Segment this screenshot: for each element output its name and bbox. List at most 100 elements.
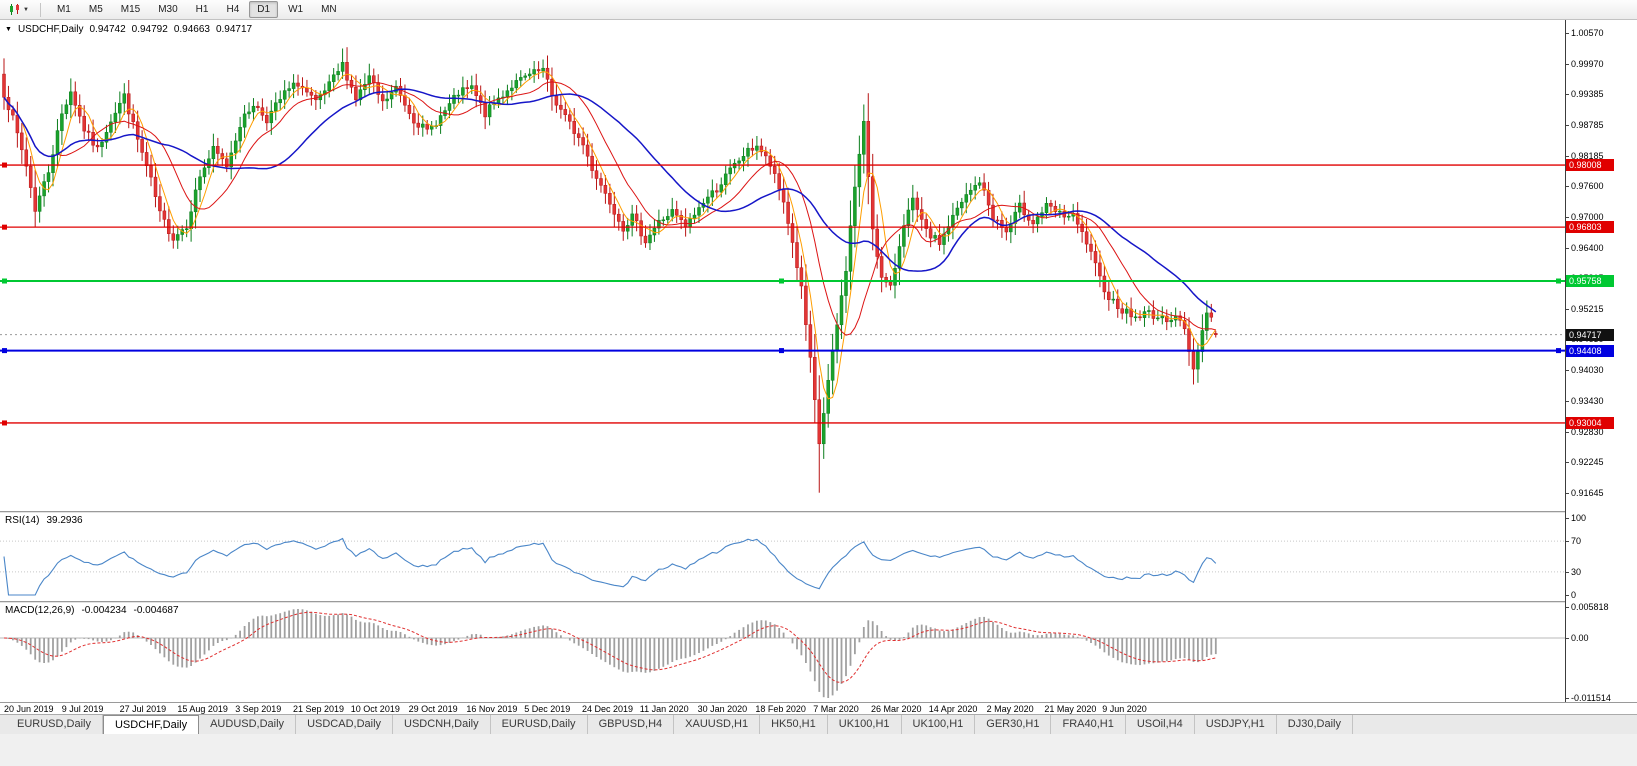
rsi-axis-label: 30 [1565,567,1582,577]
chart-tab-dj30-daily[interactable]: DJ30,Daily [1277,715,1353,734]
date-axis-label: 24 Dec 2019 [582,704,634,714]
macd-histogram [7,609,1217,698]
chart-tab-eurusd-daily[interactable]: EURUSD,Daily [491,715,588,734]
price-axis-label: 0.97000 [1566,212,1604,222]
timeframe-button-mn[interactable]: MN [321,4,337,15]
chart-tab-audusd-daily[interactable]: AUDUSD,Daily [199,715,297,734]
chart-tab-usdcad-daily[interactable]: USDCAD,Daily [296,715,394,734]
panel-splitter[interactable] [0,511,1637,513]
price-axis-label: 0.92245 [1566,457,1604,468]
line-handle[interactable] [779,278,784,284]
low-value: 0.94663 [173,24,210,35]
chart-tab-usdjpy-h1[interactable]: USDJPY,H1 [1195,715,1277,734]
price-axis-label: 0.99385 [1566,89,1604,100]
price-level-tag: 0.94408 [1566,344,1614,357]
chart-tab-usoil-h4[interactable]: USOil,H4 [1126,715,1195,734]
timeframe-button-m5[interactable]: M5 [88,4,103,15]
high-value: 0.94792 [131,24,168,35]
date-axis-label: 16 Nov 2019 [466,704,518,714]
chart-tab-usdchf-daily[interactable]: USDCHF,Daily [102,715,200,734]
timeframe-buttons: M1 M5 M15 M30 H1 H4 D1 W1 MN [48,1,346,18]
symbol-label: USDCHF,Daily [17,24,84,35]
macd-axis-label: 0.005818 [1566,602,1609,612]
macd-chart [0,609,1565,698]
chart-title: ▼ USDCHF,Daily 0.94742 0.94792 0.94663 0… [5,24,252,35]
toolbar-separator [39,2,41,17]
timeframe-button-m30[interactable]: M30 [158,4,178,15]
price-axis-label: 0.92830 [1566,426,1604,437]
chart-tab-xauusd-h1[interactable]: XAUUSD,H1 [674,715,761,734]
date-axis-label: 5 Dec 2019 [524,704,571,714]
rsi-label: RSI(14) 39.2936 [5,515,83,526]
rsi-chart [0,537,1565,596]
timeframe-toolbar: ▼ M1 M5 M15 M30 H1 H4 D1 W1 MN [0,0,1637,20]
timeframe-button-h4[interactable]: H4 [226,4,240,15]
date-axis-label: 3 Sep 2019 [235,704,282,714]
chart-tab-uk100-h1[interactable]: UK100,H1 [902,715,976,734]
price-level-tag: 0.93004 [1566,416,1614,429]
date-axis-label: 2 May 2020 [986,704,1034,714]
chart-tab-usdcnh-daily[interactable]: USDCNH,Daily [393,715,491,734]
macd-axis-label: -0.011514 [1566,693,1611,703]
timeframe-button-d1[interactable]: D1 [249,1,279,18]
timeframe-button-h1[interactable]: H1 [195,4,209,15]
candlestick-chart[interactable] [0,20,1565,511]
rsi-axis-label: 70 [1565,536,1582,546]
timeframe-button-m1[interactable]: M1 [56,4,71,15]
panel-splitter[interactable] [0,601,1637,603]
macd-main-value: -0.004234 [81,605,127,616]
line-handle[interactable] [1556,278,1561,284]
window-bottom-area [0,734,1637,766]
date-axis-label: 21 Sep 2019 [293,704,345,714]
timeframe-button-w1[interactable]: W1 [288,4,304,15]
line-handle[interactable] [2,162,7,168]
ma-mid-line [3,81,1216,336]
chevron-down-icon: ▼ [23,6,29,13]
price-level-tag: 0.95758 [1566,275,1614,287]
macd-signal-line [3,611,1216,683]
chart-tab-eurusd-daily[interactable]: EURUSD,Daily [6,715,103,734]
date-axis-label: 15 Aug 2019 [177,704,228,714]
chart-tab-fra40-h1[interactable]: FRA40,H1 [1051,715,1126,734]
date-axis-label: 11 Jan 2020 [639,704,689,714]
main-chart-panel[interactable]: ▼ USDCHF,Daily 0.94742 0.94792 0.94663 0… [0,20,1565,511]
line-handle[interactable] [1556,348,1561,354]
candlestick-chart-icon [10,4,19,15]
price-axis-label: 0.98185 [1566,150,1604,161]
rsi-axis-label: 0 [1565,590,1577,600]
line-handle[interactable] [2,278,7,284]
date-axis-label: 9 Jun 2020 [1102,704,1147,714]
ma-slow-line [3,88,1217,313]
macd-signal-value: -0.004687 [133,605,179,616]
price-axis-label: 0.93430 [1566,396,1604,406]
collapse-triangle-icon: ▼ [5,26,12,33]
date-axis-label: 10 Oct 2019 [350,704,400,714]
date-axis[interactable]: 20 Jun 2019 9 Jul 2019 27 Jul 2019 15 Aug 2… [0,702,1637,714]
chart-type-button[interactable]: ▼ [4,2,33,17]
line-handle[interactable] [779,348,784,354]
chart-tab-ger30-h1[interactable]: GER30,H1 [975,715,1052,734]
price-axis-label: 0.96400 [1566,242,1604,253]
rsi-axis-label: 100 [1565,513,1587,523]
chart-tab-gbpusd-h4[interactable]: GBPUSD,H4 [588,715,675,734]
timeframe-button-m15[interactable]: M15 [120,4,141,15]
date-axis-label: 20 Jun 2019 [4,704,54,714]
date-axis-label: 21 May 2020 [1044,704,1097,714]
ma-fast-line [3,71,1217,400]
line-handle[interactable] [2,420,7,426]
macd-panel[interactable]: MACD(12,26,9) -0.004234 -0.004687 [0,603,1565,702]
macd-name: MACD(12,26,9) [5,605,75,616]
current-price-tag: 0.94717 [1566,328,1614,341]
price-axis[interactable]: 1.00570 0.99970 0.99385 0.98785 0.98185 0.976… [1565,20,1637,703]
line-handle[interactable] [2,348,7,354]
date-axis-label: 27 Jul 2019 [119,704,167,714]
close-value: 0.94717 [215,24,253,35]
line-handle[interactable] [2,224,7,230]
rsi-name: RSI(14) [5,515,40,526]
price-axis-label: 0.99970 [1566,58,1604,69]
rsi-panel[interactable]: RSI(14) 39.2936 [0,513,1565,601]
chart-tab-hk50-h1[interactable]: HK50,H1 [760,715,828,734]
date-axis-label: 18 Feb 2020 [755,704,806,714]
date-axis-label: 30 Jan 2020 [697,704,748,714]
chart-tab-uk100-h1[interactable]: UK100,H1 [828,715,902,734]
